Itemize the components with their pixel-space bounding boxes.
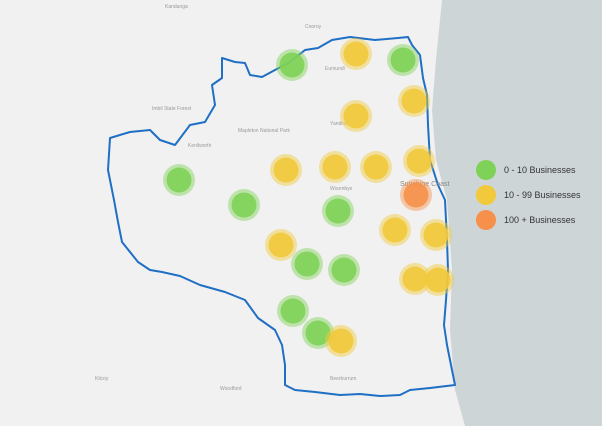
business-marker[interactable] xyxy=(328,328,354,354)
business-marker[interactable] xyxy=(279,52,305,78)
legend: 0 - 10 Businesses 10 - 99 Businesses 100… xyxy=(476,157,581,232)
place-label: Beerburrum xyxy=(330,376,356,382)
place-label: Eumundi xyxy=(325,66,345,72)
business-marker[interactable] xyxy=(390,47,416,73)
business-marker[interactable] xyxy=(382,217,408,243)
business-marker[interactable] xyxy=(423,222,449,248)
place-label: Sunshine Coast xyxy=(400,181,449,188)
business-marker[interactable] xyxy=(294,251,320,277)
business-marker[interactable] xyxy=(425,267,451,293)
business-marker[interactable] xyxy=(273,157,299,183)
business-marker[interactable] xyxy=(402,266,428,292)
business-marker[interactable] xyxy=(331,257,357,283)
business-marker[interactable] xyxy=(166,167,192,193)
business-marker[interactable] xyxy=(406,148,432,174)
place-label: Mapleton National Park xyxy=(238,128,290,134)
business-marker[interactable] xyxy=(403,182,429,208)
place-label: Yandina xyxy=(330,121,348,127)
business-marker[interactable] xyxy=(343,103,369,129)
legend-swatch-yellow xyxy=(476,184,496,205)
place-label: Woodford xyxy=(220,386,242,392)
business-marker[interactable] xyxy=(305,320,331,346)
sea xyxy=(432,0,602,426)
place-label: Woombye xyxy=(330,186,353,192)
legend-swatch-orange xyxy=(476,209,496,230)
place-label: Cooroy xyxy=(305,24,322,30)
region-boundary xyxy=(107,36,456,397)
legend-swatch-green xyxy=(476,159,496,180)
business-marker[interactable] xyxy=(280,298,306,324)
legend-item: 100 + Businesses xyxy=(476,207,581,232)
legend-label: 100 + Businesses xyxy=(504,214,576,225)
legend-item: 0 - 10 Businesses xyxy=(476,157,581,182)
business-marker[interactable] xyxy=(322,154,348,180)
business-marker[interactable] xyxy=(363,154,389,180)
place-label: Kilcoy xyxy=(95,376,109,382)
place-label: Imbil State Forest xyxy=(152,106,192,112)
business-marker[interactable] xyxy=(343,41,369,67)
business-marker[interactable] xyxy=(268,232,294,258)
legend-label: 10 - 99 Businesses xyxy=(504,189,581,200)
business-marker[interactable] xyxy=(231,192,257,218)
place-label: Kenilworth xyxy=(188,143,212,149)
business-marker[interactable] xyxy=(401,88,427,114)
legend-label: 0 - 10 Businesses xyxy=(504,164,576,175)
place-label: Kandanga xyxy=(165,4,188,10)
business-marker[interactable] xyxy=(325,198,351,224)
legend-item: 10 - 99 Businesses xyxy=(476,182,581,207)
